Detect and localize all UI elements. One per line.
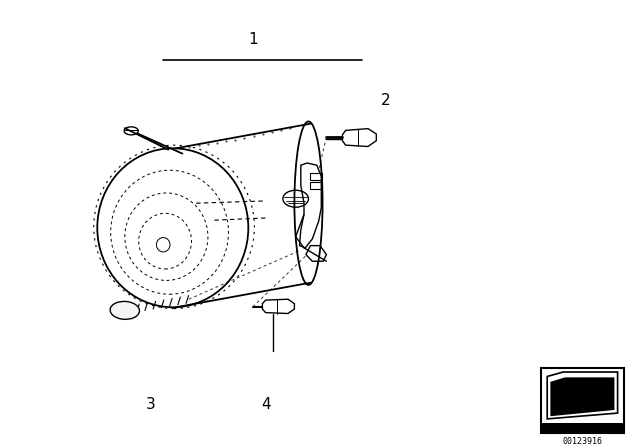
Text: 1: 1	[248, 32, 258, 47]
Text: 4: 4	[260, 396, 271, 412]
Bar	[310, 182, 322, 189]
Bar	[310, 173, 322, 180]
Bar	[541, 423, 624, 433]
Text: 3: 3	[145, 396, 156, 412]
Text: 2: 2	[381, 93, 390, 108]
Ellipse shape	[110, 302, 140, 319]
Text: 00123916: 00123916	[563, 437, 602, 446]
Bar	[541, 368, 624, 433]
Polygon shape	[550, 377, 614, 416]
